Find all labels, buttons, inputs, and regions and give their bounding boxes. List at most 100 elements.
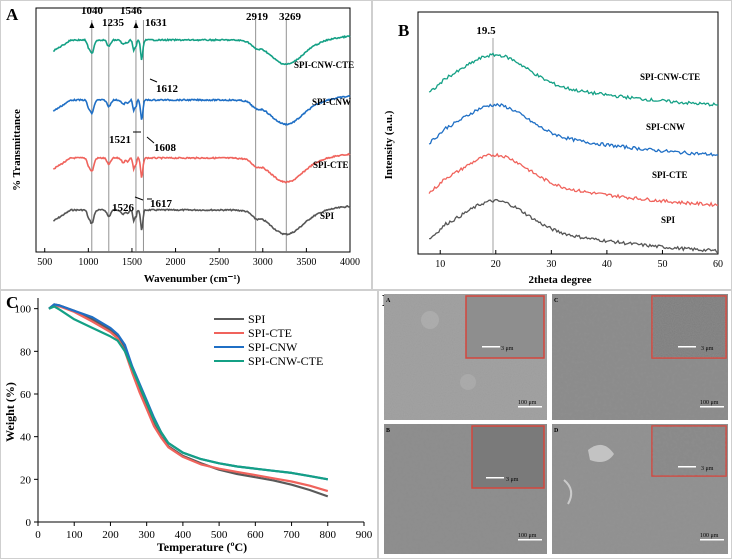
sem-inset-scale-b: 3 μm [506, 477, 519, 483]
xrd-label-spi-cte: SPI-CTE [652, 170, 688, 180]
tga-line-spi-cte [48, 304, 329, 493]
xrd-xlabel: 2theta degree [528, 274, 591, 286]
ftir-xlabel: Wavenumber (cm⁻¹) [144, 273, 241, 285]
ftir-plot-frame [35, 7, 351, 253]
ftir-x-tick-label: 3000 [253, 257, 273, 268]
ftir-line-spi-cnw [52, 95, 351, 126]
sem-label-c: C [554, 298, 558, 304]
tga-y-tick-label: 60 [20, 389, 32, 401]
annotation-1526: 1526 [112, 202, 135, 214]
sem-label-d: D [554, 428, 559, 434]
sem-tile-b: B 3 μm 100 μm [384, 424, 547, 554]
xrd-line-spi-cnw-cte [428, 52, 719, 107]
tga-x-tick-label: 200 [102, 529, 119, 541]
ftir-x-tick-label: 2500 [209, 257, 229, 268]
ftir-peak-labels: 1040 1235 1546 1631 2919 3269 [81, 5, 302, 29]
tga-x-tick-label: 700 [283, 529, 300, 541]
peak-label-1631: 1631 [145, 17, 167, 29]
sem-scale-a: 100 μm [518, 400, 537, 406]
sem-inset-b [471, 425, 545, 489]
tga-y-tick-label: 20 [20, 474, 32, 486]
xrd-chart: B Intensity (a.u.) 2theta degree 19.5 10… [372, 0, 732, 290]
panel-c-border [0, 290, 378, 559]
ftir-ylabel: % Transmittance [11, 109, 23, 191]
ftir-label-spi-cnw-cte: SPI-CNW-CTE [294, 60, 354, 70]
tga-x-tick-label: 400 [175, 529, 192, 541]
tga-x-tick-label: 800 [320, 529, 337, 541]
peak-label-1040: 1040 [81, 5, 104, 17]
xrd-x-tick-label: 30 [546, 259, 556, 270]
tga-y-tick-label: 40 [20, 432, 32, 444]
xrd-label-spi-cnw-cte: SPI-CNW-CTE [640, 72, 700, 82]
sem-inset-scale-d: 3 μm [701, 466, 714, 472]
xrd-x-tick-label: 60 [713, 259, 723, 270]
tga-ylabel: Weight (%) [3, 382, 17, 442]
ftir-series-labels: SPI-CNW-CTE SPI-CNW SPI-CTE SPI [294, 60, 354, 221]
tga-y-tick-label: 80 [20, 346, 32, 358]
xrd-x-tick-label: 50 [657, 259, 667, 270]
tga-series [48, 303, 329, 498]
legend-label-spi: SPI [248, 312, 265, 326]
xrd-label-spi-cnw: SPI-CNW [646, 122, 685, 132]
sem-scale-b: 100 μm [518, 533, 537, 539]
tga-y-tick-label: 0 [26, 517, 32, 529]
tga-legend: SPI SPI-CTE SPI-CNW SPI-CNW-CTE [214, 312, 323, 368]
ftir-arrow-head [89, 22, 95, 28]
tga-x-tick-label: 300 [138, 529, 155, 541]
ftir-x-tick-label: 1500 [122, 257, 142, 268]
tga-x-tick-label: 500 [211, 529, 228, 541]
ftir-label-spi: SPI [320, 211, 335, 221]
sem-inset-a [465, 295, 545, 359]
tga-xlabel: Temperature (ºC) [157, 540, 247, 554]
xrd-ylabel: Intensity (a.u.) [383, 110, 395, 179]
panel-c-letter: C [6, 293, 18, 312]
sem-tile-c: C 3 μm 100 μm [552, 294, 728, 420]
sem-scale-d: 100 μm [700, 533, 719, 539]
ftir-series [52, 34, 351, 236]
tga-chart: C Weight (%) Temperature (ºC) 0 100 200 300… [0, 290, 378, 559]
peak-label-1235: 1235 [102, 17, 125, 29]
panel-a-border [0, 0, 372, 290]
peak-label-3269: 3269 [279, 11, 302, 23]
xrd-x-tick-label: 20 [491, 259, 501, 270]
peak-label-1546: 1546 [120, 5, 143, 17]
tga-x-tick-label: 100 [66, 529, 83, 541]
tga-axes: 0 100 200 300 400 500 600 700 800 900 0 20 40 60 80 100 [15, 298, 373, 541]
tga-x-tick-label: 900 [356, 529, 373, 541]
annotation-1521: 1521 [109, 134, 131, 146]
tga-x-tick-label: 0 [35, 529, 41, 541]
xrd-peak-label: 19.5 [476, 25, 496, 37]
peak-label-2919: 2919 [246, 11, 269, 23]
ftir-line-spi [53, 204, 351, 236]
ftir-x-tick-label: 2000 [166, 257, 186, 268]
xrd-label-spi: SPI [661, 215, 676, 225]
tga-x-tick-label: 600 [247, 529, 264, 541]
xrd-x-tick-label: 10 [435, 259, 445, 270]
annotation-1608: 1608 [154, 142, 177, 154]
xrd-line-spi-cte [428, 152, 719, 207]
legend-label-spi-cnw-cte: SPI-CNW-CTE [248, 354, 323, 368]
sem-inset-scale-a: 3 μm [501, 346, 514, 352]
ftir-x-tick-label: 4000 [340, 257, 360, 268]
ftir-arrow-head [133, 22, 139, 28]
ftir-axes: 500 1000 1500 2000 2500 3000 3500 4000 [35, 7, 360, 268]
sem-tile-d: D 3 μm 100 μm [552, 424, 728, 554]
sem-label-a: A [386, 298, 391, 304]
legend-label-spi-cte: SPI-CTE [248, 326, 292, 340]
xrd-plot-frame [417, 11, 719, 255]
panel-a-letter: A [6, 5, 19, 24]
legend-label-spi-cnw: SPI-CNW [248, 340, 298, 354]
ftir-line-spi-cte [52, 152, 351, 184]
xrd-series [428, 52, 719, 254]
xrd-line-spi-cnw [428, 102, 719, 157]
ftir-x-tick-label: 1000 [78, 257, 98, 268]
sem-label-b: B [386, 428, 390, 434]
tga-line-spi-cnw-cte [48, 305, 328, 481]
ftir-annotations: 1612 1521 1608 1526 1617 [109, 78, 179, 214]
sem-scale-c: 100 μm [700, 400, 719, 406]
panel-b-letter: B [398, 21, 409, 40]
ftir-reference-lines [89, 20, 287, 252]
sem-inset-scale-c: 3 μm [701, 346, 714, 352]
ftir-x-tick-label: 500 [37, 257, 52, 268]
xrd-line-spi [429, 198, 719, 254]
